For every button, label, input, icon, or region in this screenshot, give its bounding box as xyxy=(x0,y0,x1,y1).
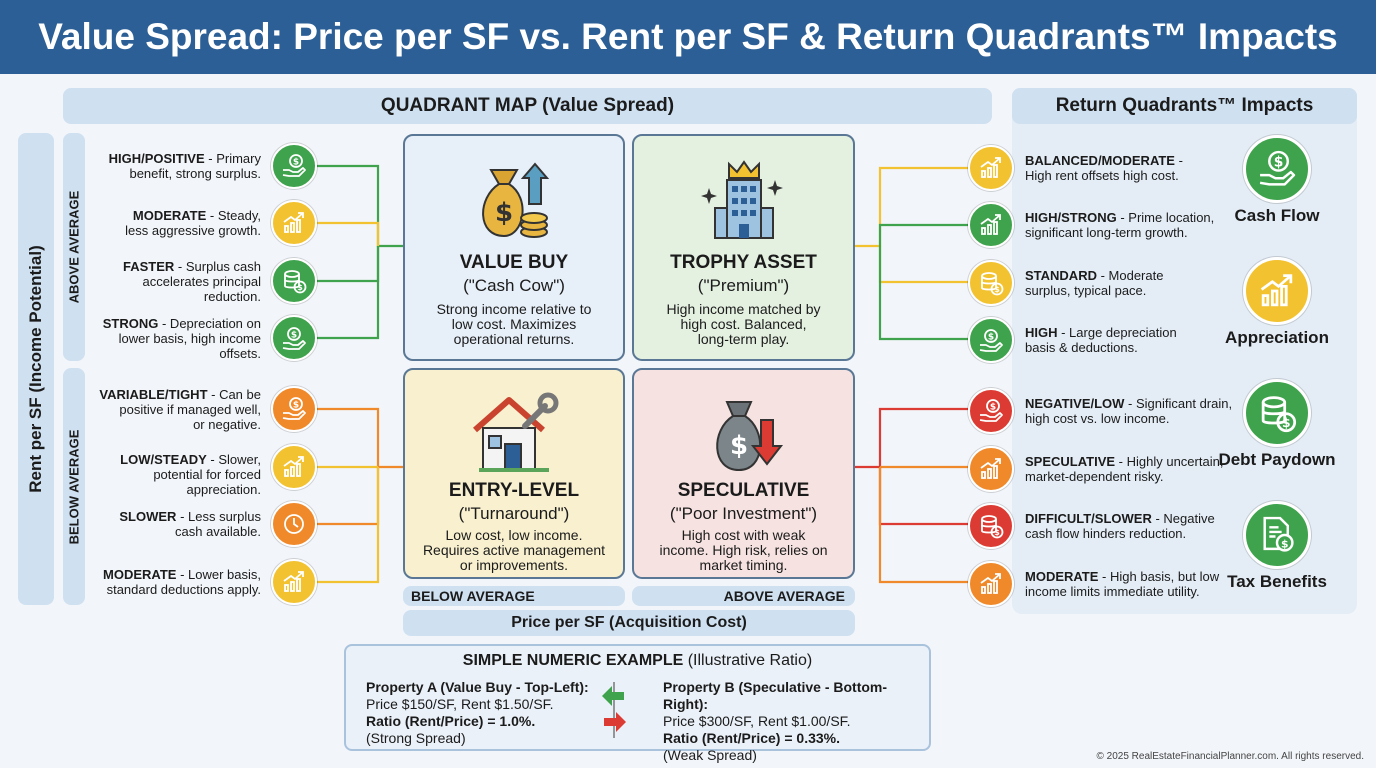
example-header: SIMPLE NUMERIC EXAMPLE (Illustrative Rat… xyxy=(462,652,813,669)
page-title: Value Spread: Price per SF vs. Rent per … xyxy=(0,0,1376,74)
crown-building-icon xyxy=(700,160,783,239)
house-wrench-icon xyxy=(473,392,559,472)
x-below-label: BELOW AVERAGE xyxy=(403,586,625,606)
swap-arrows-icon xyxy=(602,682,626,738)
property-a-price: Price $150/SF, Rent $1.50/SF. xyxy=(366,696,554,712)
quadrant-title: SPECULATIVE xyxy=(677,480,810,501)
left-item-text: MODERATE - Steady, less aggressive growth… xyxy=(125,208,261,238)
right-item-text: NEGATIVE/LOW - Significant drain, high co… xyxy=(1025,396,1233,426)
cash-flow-icon: $ xyxy=(271,386,317,432)
svg-text:$: $ xyxy=(988,333,994,343)
quadrant-description: Strong income relative to low cost. Maxim… xyxy=(436,301,592,347)
right-item-text: HIGH/STRONG - Prime location, significant… xyxy=(1025,210,1215,240)
quadrant-subtitle: ("Premium") xyxy=(697,276,790,295)
property-b-price: Price $300/SF, Rent $1.00/SF. xyxy=(663,713,851,729)
left-item-text: SLOWER - Less surplus cash available. xyxy=(119,509,261,539)
impact-label: Appreciation xyxy=(1225,328,1329,347)
cash-flow-icon: $ xyxy=(1243,135,1311,203)
quadrant-trophy-asset: TROPHY ASSET ("Premium") High income mat… xyxy=(632,134,855,361)
copyright: © 2025 RealEstateFinancialPlanner.com. A… xyxy=(1096,751,1364,762)
quadrant-subtitle: ("Poor Investment") xyxy=(669,504,818,523)
right-item-text: HIGH - Large depreciation basis & deducti… xyxy=(1025,325,1177,355)
svg-text:$: $ xyxy=(994,528,1000,537)
left-item-text: MODERATE - Lower basis, standard deductio… xyxy=(103,567,261,597)
left-item-text: VARIABLE/TIGHT - Can be positive if manag… xyxy=(99,386,261,432)
property-a-spread: (Strong Spread) xyxy=(366,730,466,746)
appreciation-icon xyxy=(271,444,317,490)
tax-benefits-icon: $ xyxy=(271,315,317,361)
cash-flow-icon: $ xyxy=(271,143,317,189)
quadrant-title: VALUE BUY xyxy=(459,252,569,273)
impacts-header: Return Quadrants™ Impacts xyxy=(1012,88,1357,124)
money-bag-down-icon: $ xyxy=(715,401,783,472)
y-above-box: ABOVE AVERAGE xyxy=(63,133,85,361)
quadrant-description: High cost with weak income. High risk, re… xyxy=(659,527,828,573)
property-b-block: Property B (Speculative - Bottom-Right):… xyxy=(663,679,929,764)
quadrant-entry-level: ENTRY-LEVEL ("Turnaround") Low cost, low… xyxy=(403,368,625,579)
appreciation-icon xyxy=(968,446,1014,492)
property-a-title: Property A (Value Buy - Top-Left): xyxy=(366,679,589,695)
x-axis-label: Price per SF (Acquisition Cost) xyxy=(403,610,855,636)
quadrant-title: ENTRY-LEVEL xyxy=(448,480,580,501)
svg-text:$: $ xyxy=(1281,537,1288,550)
appreciation-icon xyxy=(271,200,317,246)
x-above-label: ABOVE AVERAGE xyxy=(632,586,855,606)
quadrant-speculative: $ SPECULATIVE ("Poor Investment") High c… xyxy=(632,368,855,579)
svg-text:$: $ xyxy=(495,198,513,228)
svg-text:$: $ xyxy=(994,285,1000,294)
y-axis-label-box: Rent per SF (Income Potential) xyxy=(18,133,54,605)
impact-label: Cash Flow xyxy=(1234,206,1320,225)
right-item-text: SPECULATIVE - Highly uncertain, market-de… xyxy=(1025,454,1224,484)
quadrant-value-buy: $ VALUE BUY ("Cash Cow") Strong income r… xyxy=(403,134,625,361)
numeric-example-box: SIMPLE NUMERIC EXAMPLE (Illustrative Rat… xyxy=(344,644,931,763)
property-a-ratio: Ratio (Rent/Price) = 1.0%. xyxy=(366,713,536,729)
appreciation-icon xyxy=(271,559,317,605)
left-item-text: FASTER - Surplus cash accelerates princip… xyxy=(123,258,261,304)
property-b-spread: (Weak Spread) xyxy=(663,747,757,763)
property-b-ratio: Ratio (Rent/Price) = 0.33%. xyxy=(663,730,841,746)
quadrant-subtitle: ("Cash Cow") xyxy=(463,276,565,295)
property-a-block: Property A (Value Buy - Top-Left): Price… xyxy=(366,679,589,747)
svg-text:$: $ xyxy=(291,331,297,341)
quadrant-title: TROPHY ASSET xyxy=(670,252,817,273)
left-item-text: STRONG - Depreciation on lower basis, hig… xyxy=(102,315,261,361)
appreciation-icon xyxy=(968,561,1014,607)
debt-paydown-icon: $ xyxy=(1243,379,1311,447)
svg-text:$: $ xyxy=(1274,155,1284,171)
quadrant-map-header: QUADRANT MAP (Value Spread) xyxy=(63,88,992,124)
svg-text:$: $ xyxy=(297,283,303,292)
left-item-text: LOW/STEADY - Slower, potential for forced… xyxy=(120,452,261,497)
right-item-text: MODERATE - High basis, but low income lim… xyxy=(1025,569,1220,599)
right-item-text: BALANCED/MODERATE - High rent offsets hig… xyxy=(1025,153,1183,183)
cash-flow-icon: $ xyxy=(968,388,1014,434)
impact-label: Debt Paydown xyxy=(1218,450,1336,469)
y-below-box: BELOW AVERAGE xyxy=(63,368,85,605)
money-bag-icon: $ xyxy=(482,162,550,238)
svg-text:$: $ xyxy=(293,401,299,411)
tax-benefits-icon: $ xyxy=(1243,501,1311,569)
tax-benefits-icon: $ xyxy=(968,317,1014,363)
debt-paydown-icon: $ xyxy=(968,503,1014,549)
clock-icon xyxy=(271,501,317,547)
debt-paydown-icon: $ xyxy=(968,260,1014,306)
svg-text:$: $ xyxy=(990,403,996,413)
appreciation-icon xyxy=(968,202,1014,248)
right-item-text: DIFFICULT/SLOWER - Negative cash flow hin… xyxy=(1025,511,1215,541)
quadrant-description: High income matched by high cost. Balance… xyxy=(666,301,821,347)
right-item-text: STANDARD - Moderate surplus, typical pace… xyxy=(1025,268,1164,298)
svg-text:$: $ xyxy=(729,431,747,461)
quadrant-subtitle: ("Turnaround") xyxy=(458,504,570,523)
appreciation-icon xyxy=(968,145,1014,191)
svg-text:$: $ xyxy=(293,158,299,168)
impact-label: Tax Benefits xyxy=(1227,572,1327,591)
debt-paydown-icon: $ xyxy=(271,258,317,304)
appreciation-icon xyxy=(1243,257,1311,325)
quadrant-description: Low cost, low income. Requires active man… xyxy=(422,527,606,573)
property-b-title: Property B (Speculative - Bottom-Right): xyxy=(663,679,888,712)
left-item-text: HIGH/POSITIVE - Primary benefit, strong s… xyxy=(108,151,261,181)
svg-text:$: $ xyxy=(1282,416,1291,430)
